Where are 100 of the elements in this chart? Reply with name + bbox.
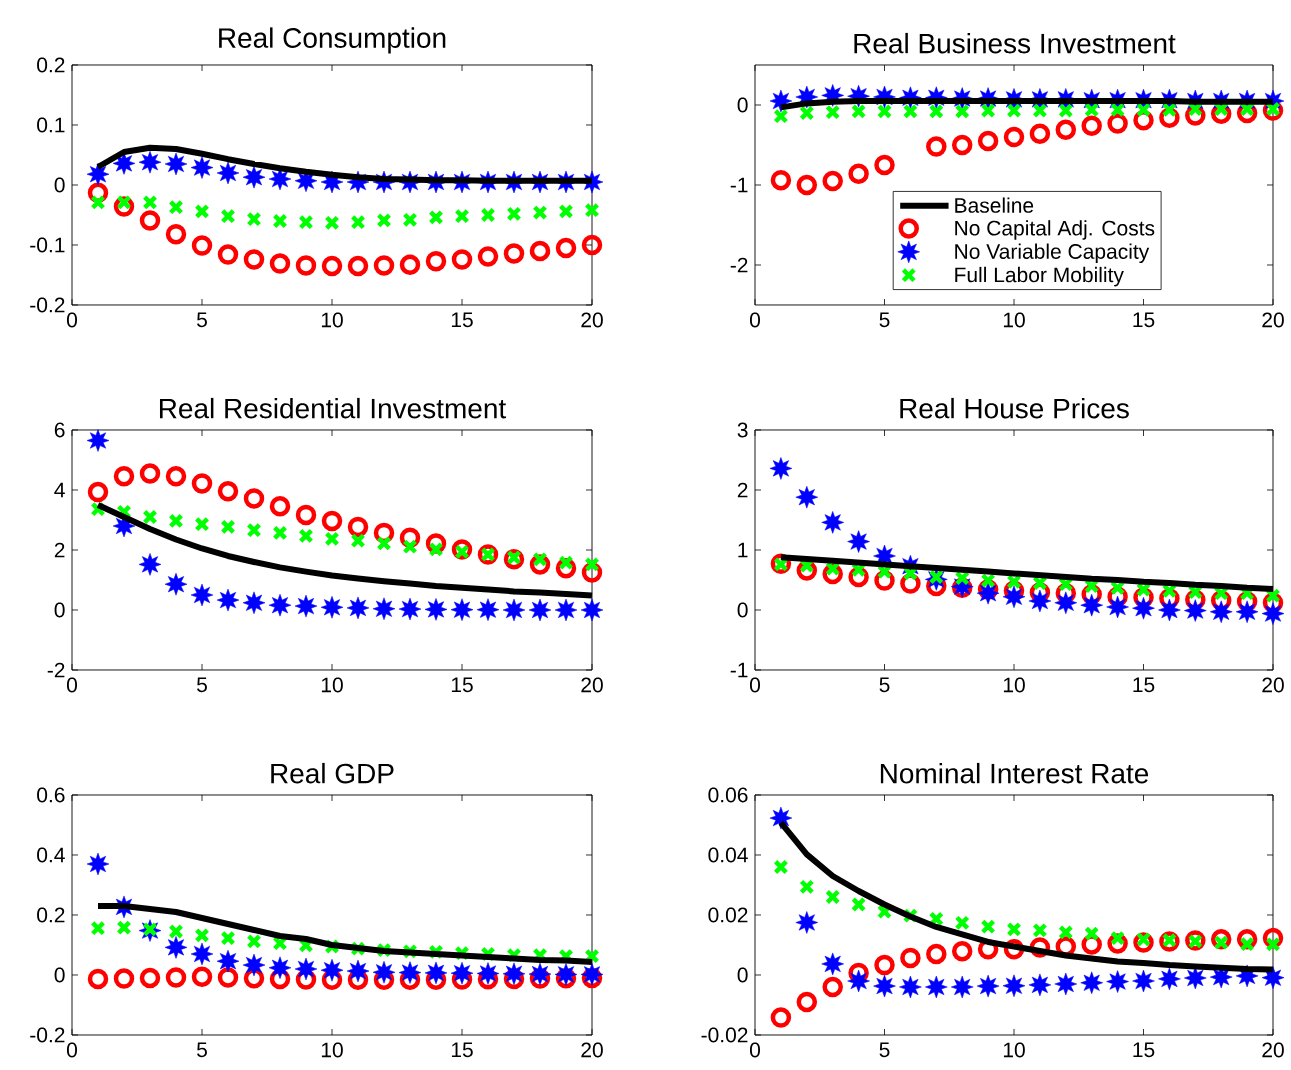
point [928,103,944,119]
point [822,170,843,192]
point [165,223,187,245]
point [217,480,239,502]
point [1110,102,1126,118]
point [1158,598,1181,622]
point [476,962,500,985]
point [925,975,948,999]
point [350,214,366,230]
point [142,194,158,210]
x-tick-label: 0 [749,677,761,693]
point [168,513,184,529]
point [1032,103,1048,119]
point [951,134,973,156]
y-tick-label: 0.04 [708,847,748,863]
point [529,240,551,262]
point [899,975,922,999]
point [116,920,132,936]
x-tick-label: 15 [1133,1042,1155,1058]
y-tick-label: 0 [737,97,748,113]
point [294,594,318,618]
point [243,488,265,509]
point [873,974,896,998]
point [874,154,895,176]
point [796,174,818,196]
point [980,919,996,935]
point [190,942,214,966]
y-tick-label: -0.02 [701,1027,748,1043]
point [112,152,136,175]
point [1002,974,1026,998]
point [796,991,818,1013]
x-tick-label: 20 [581,677,603,693]
x-tick-label: 0 [749,1042,761,1058]
legend-label: No Capital Adj. Costs [955,220,1155,240]
point [190,156,214,179]
point [321,255,343,277]
point [194,203,210,219]
point [1158,967,1181,991]
point [324,215,340,231]
y-tick-label: -0.2 [30,1027,65,1043]
chart-title: Real Consumption [219,27,446,54]
point [770,1007,792,1028]
y-tick-label: -2 [47,662,65,678]
point [246,933,262,949]
x-tick-label: 0 [66,312,78,328]
point [876,103,893,119]
point [584,948,600,964]
point [954,915,970,931]
point [900,947,921,969]
point [142,921,158,937]
point [399,254,421,276]
point [194,927,210,943]
point [769,457,793,480]
point [425,250,447,272]
point [164,936,188,959]
point [86,429,110,452]
point [424,961,448,985]
point [454,208,470,224]
x-tick-label: 10 [321,677,343,693]
point [1084,102,1100,118]
point [220,930,236,946]
point [295,969,317,990]
point [242,591,266,615]
point [376,212,392,228]
point [1054,591,1078,615]
point [1055,119,1077,141]
point [1058,924,1074,940]
point [980,103,996,119]
point [951,941,973,962]
y-tick-label: 0.2 [37,907,65,923]
point [1054,972,1078,996]
y-tick-label: 0.06 [708,787,748,803]
y-tick-label: -1 [730,662,748,678]
point [980,573,996,589]
point [1209,600,1233,624]
point [168,199,184,215]
point [242,953,266,977]
point [851,103,867,119]
point [1028,973,1052,997]
point [480,207,496,223]
point [926,136,947,157]
point [346,959,370,983]
point [976,974,1000,998]
x-tick-label: 20 [581,312,603,328]
point [168,923,184,940]
point [926,943,947,965]
point [398,597,422,621]
point [113,465,135,487]
point [347,516,369,538]
point [1032,922,1048,938]
point [580,598,604,622]
x-tick-label: 0 [66,677,78,693]
point [246,522,262,538]
point [139,463,161,484]
point [558,203,574,219]
point [402,539,418,555]
point [799,879,815,895]
point [528,598,552,622]
y-tick-label: 6 [54,422,65,438]
point [555,968,577,989]
